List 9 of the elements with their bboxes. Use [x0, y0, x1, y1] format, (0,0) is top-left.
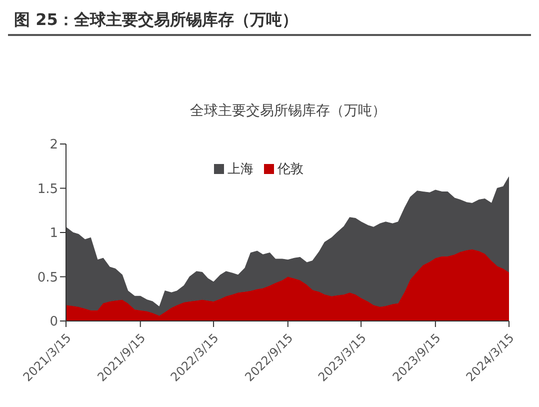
chart-title: 图 25：全球主要交易所锡库存（万吨）: [8, 8, 531, 36]
legend-label: 伦敦: [278, 162, 304, 177]
y-tick-label: 1.5: [37, 182, 58, 197]
y-tick-label: 2: [50, 138, 58, 153]
y-tick-label: 0.5: [37, 270, 58, 286]
y-tick-label: 0: [50, 314, 58, 330]
legend-label: 上海: [228, 162, 254, 177]
y-tick-label: 1: [50, 226, 58, 242]
chart-subtitle: 全球主要交易所锡库存（万吨）: [189, 102, 387, 120]
